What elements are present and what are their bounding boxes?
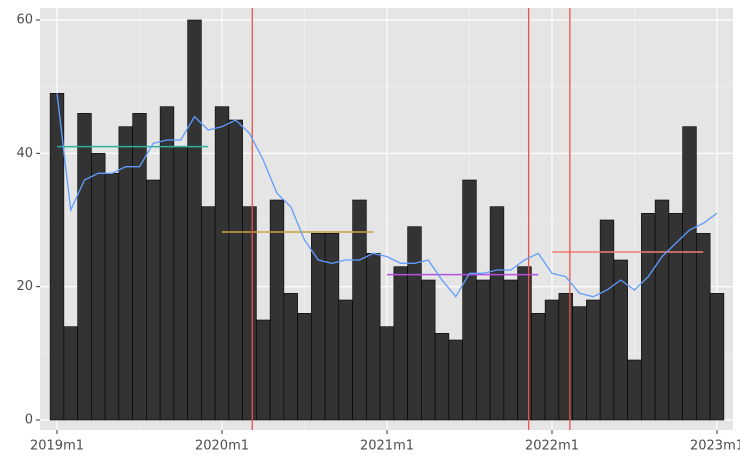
bar (393, 266, 408, 421)
bar (338, 299, 353, 421)
bar (448, 339, 463, 421)
x-tick-label: 2019m1 (30, 439, 84, 454)
bar (421, 279, 436, 421)
bar (214, 106, 230, 421)
y-tick-label: 20 (16, 279, 33, 294)
y-tick-label: 40 (16, 146, 33, 161)
bar (641, 213, 656, 421)
x-tick-label: 2022m1 (525, 439, 579, 454)
bar (462, 179, 477, 421)
bar (572, 306, 587, 421)
bar (324, 233, 340, 421)
bar (654, 199, 670, 421)
bar (682, 126, 697, 421)
bar (379, 326, 395, 421)
x-tick-label: 2023m1 (690, 439, 740, 454)
bar (709, 293, 725, 421)
bar (159, 106, 175, 421)
x-tick-label: 2020m1 (195, 439, 249, 454)
rolling-mean-line (56, 93, 718, 298)
bar (63, 326, 78, 421)
bar (269, 199, 285, 421)
bar (668, 213, 683, 421)
bar (91, 153, 106, 421)
bar (283, 293, 298, 421)
bar (77, 113, 92, 421)
bar (104, 173, 120, 421)
bar (146, 179, 161, 421)
bar (544, 299, 560, 421)
bar (118, 126, 133, 421)
bar (297, 313, 312, 421)
bar (696, 233, 711, 421)
bar (407, 226, 422, 421)
bar (476, 279, 491, 421)
bar (489, 206, 505, 421)
bar (187, 19, 202, 421)
bar (586, 299, 601, 421)
y-tick-label: 0 (25, 413, 33, 428)
bar (503, 279, 518, 421)
y-tick-label: 60 (16, 13, 33, 28)
bar (434, 333, 450, 421)
bar (366, 253, 381, 421)
bar (352, 199, 367, 421)
bar (613, 259, 628, 421)
bar (173, 146, 188, 421)
bar (256, 319, 271, 421)
bar (201, 206, 216, 421)
bar (627, 359, 642, 421)
bar (531, 313, 546, 421)
bar (517, 266, 532, 421)
bar (228, 119, 243, 421)
x-tick-label: 2021m1 (360, 439, 414, 454)
bar (49, 93, 65, 421)
bar (242, 206, 257, 421)
bar (558, 293, 573, 421)
bar (599, 219, 615, 421)
